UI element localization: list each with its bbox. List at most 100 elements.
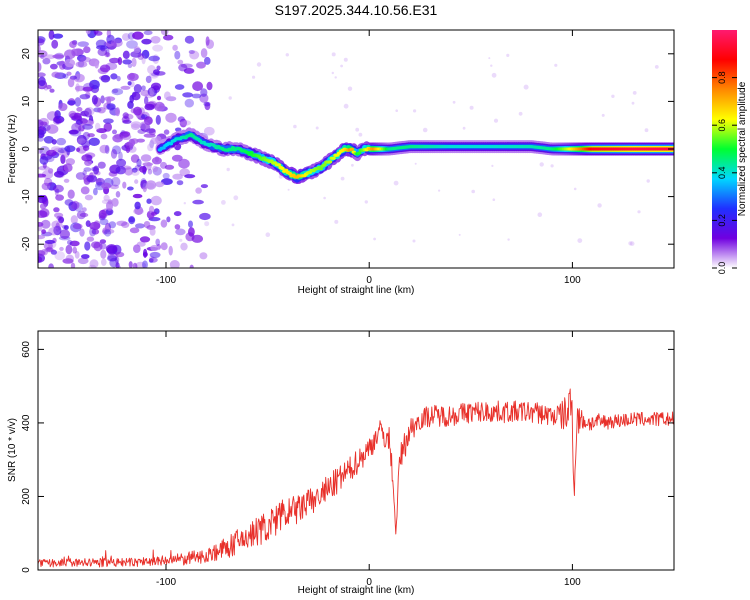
- noise-speckle: [144, 103, 155, 111]
- noise-speckle: [156, 65, 161, 71]
- noise-speckle: [150, 36, 161, 44]
- noise-speckle: [611, 94, 615, 99]
- noise-speckle: [126, 186, 134, 191]
- noise-speckle: [51, 146, 62, 151]
- noise-speckle: [413, 109, 417, 113]
- noise-speckle: [518, 111, 523, 116]
- snr-series-line: [38, 388, 674, 568]
- noise-speckle: [76, 107, 83, 112]
- noise-speckle: [168, 245, 173, 256]
- noise-speckle: [83, 46, 91, 54]
- noise-speckle: [358, 132, 363, 137]
- noise-speckle: [146, 198, 152, 204]
- noise-speckle: [120, 85, 131, 90]
- noise-speckle: [70, 215, 78, 225]
- noise-speckle: [199, 252, 208, 260]
- noise-speckle: [97, 107, 106, 114]
- noise-speckle: [82, 170, 87, 176]
- noise-speckle: [71, 122, 82, 133]
- colorbar-tick-label: 0.6: [717, 119, 727, 132]
- noise-speckle: [462, 126, 466, 130]
- noise-speckle: [492, 198, 496, 201]
- noise-speckle: [111, 88, 124, 96]
- noise-speckle: [601, 113, 605, 117]
- noise-speckle: [177, 116, 185, 123]
- noise-speckle: [117, 57, 123, 65]
- noise-speckle: [104, 144, 110, 154]
- noise-speckle: [554, 63, 558, 67]
- noise-speckle: [149, 257, 158, 263]
- noise-speckle: [74, 85, 85, 92]
- spectrogram-y-ticks: -20 -10 0 10 20: [21, 48, 674, 252]
- noise-speckle: [537, 212, 543, 217]
- noise-speckle: [550, 164, 554, 168]
- noise-speckle: [231, 223, 235, 227]
- noise-speckle: [82, 86, 93, 92]
- noise-speckle: [41, 248, 48, 256]
- noise-speckle: [44, 239, 56, 244]
- noise-speckle: [203, 101, 211, 107]
- noise-speckle: [189, 264, 194, 268]
- noise-speckle: [69, 240, 80, 247]
- spectrogram-x-ticks: -100 0 100: [156, 30, 581, 286]
- noise-speckle: [111, 176, 121, 187]
- noise-speckle: [62, 73, 69, 79]
- noise-speckle: [155, 181, 165, 188]
- noise-speckle: [38, 256, 43, 263]
- noise-speckle: [54, 187, 59, 197]
- noise-speckle: [91, 95, 98, 105]
- noise-speckle: [48, 168, 54, 174]
- noise-speckle: [44, 247, 55, 253]
- snr-x-tick-label: 0: [366, 577, 372, 588]
- noise-speckle: [347, 86, 353, 91]
- noise-speckle: [141, 38, 152, 45]
- noise-speckle: [46, 124, 59, 134]
- noise-speckle: [174, 50, 181, 60]
- noise-speckle: [66, 145, 71, 156]
- noise-speckle: [105, 244, 118, 254]
- noise-speckle: [38, 129, 45, 139]
- noise-speckle: [491, 164, 494, 167]
- noise-speckle: [176, 180, 184, 186]
- noise-speckle: [68, 129, 79, 135]
- noise-speckle: [128, 145, 137, 153]
- snr-background: [38, 331, 674, 570]
- noise-speckle: [166, 216, 171, 223]
- noise-speckle: [80, 186, 90, 195]
- spectrogram-y-tick-label: -20: [21, 237, 32, 252]
- snr-x-ticks: -100 0 100: [156, 331, 581, 588]
- noise-speckle: [82, 123, 94, 130]
- spectrogram-x-tick-label: 100: [564, 275, 581, 286]
- noise-speckle: [99, 64, 111, 73]
- noise-speckle: [77, 41, 89, 47]
- noise-speckle: [122, 50, 130, 59]
- noise-speckle: [395, 109, 399, 112]
- noise-speckle: [68, 129, 79, 135]
- noise-speckle: [221, 200, 226, 205]
- noise-speckle: [141, 85, 146, 91]
- noise-speckle: [179, 168, 190, 177]
- noise-speckle: [206, 81, 213, 91]
- noise-speckle: [54, 110, 61, 120]
- noise-speckle: [56, 137, 67, 146]
- noise-speckle: [62, 258, 74, 264]
- colorbar-bar: [712, 30, 737, 268]
- noise-speckle: [145, 182, 155, 189]
- noise-speckle: [142, 162, 153, 167]
- noise-speckle: [115, 166, 127, 175]
- noise-speckle: [72, 246, 77, 254]
- ridge-segment: [249, 151, 254, 155]
- noise-speckle: [133, 84, 142, 94]
- noise-speckle: [38, 250, 46, 256]
- noise-speckle: [51, 71, 61, 78]
- noise-speckle: [189, 50, 200, 60]
- noise-speckle: [115, 262, 120, 268]
- noise-speckle: [154, 101, 165, 112]
- noise-speckle: [103, 194, 110, 202]
- ridge-segment: [276, 163, 281, 167]
- noise-speckle: [104, 222, 111, 233]
- noise-speckle: [60, 154, 66, 164]
- noise-speckle: [65, 254, 75, 263]
